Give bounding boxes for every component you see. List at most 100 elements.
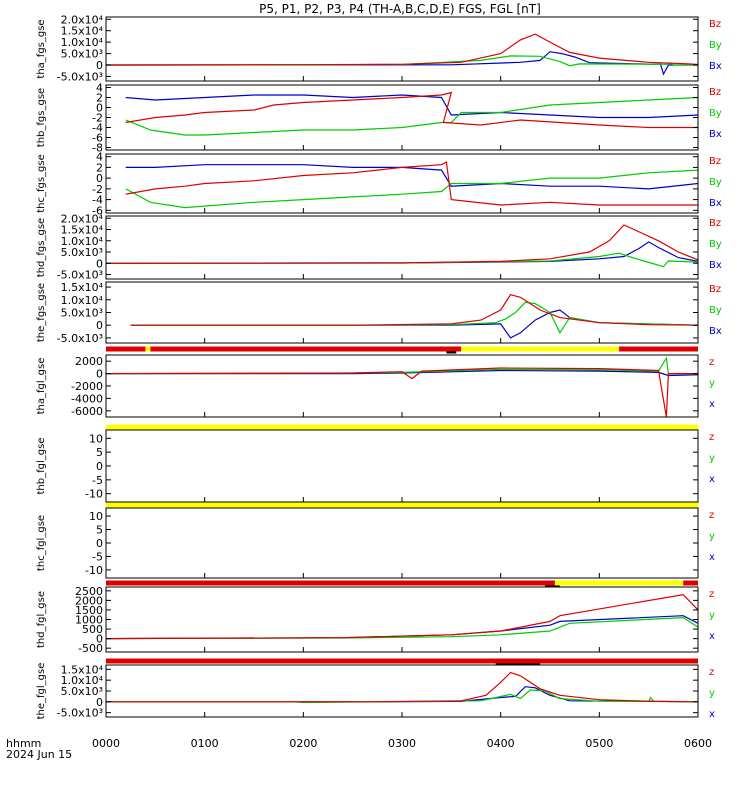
y-tick-label: 2500 — [75, 585, 103, 598]
y-tick-label: -6 — [92, 132, 103, 145]
y-tick-label: -5.0x10³ — [57, 269, 103, 282]
series-group — [130, 294, 698, 339]
y-axis-label: thb_fgs_gse — [36, 88, 47, 147]
y-tick-label: 10 — [89, 510, 103, 523]
series-line-By — [130, 301, 698, 335]
panel-thb_fgs_gse: 420-2-4-6-8 thb_fgs_gse Bz By Bx — [36, 82, 722, 155]
legend-entry-y: y — [709, 610, 715, 621]
y-tick-label: 0 — [96, 257, 103, 270]
series-line-By — [125, 169, 698, 209]
y-tick-label: -6000 — [71, 405, 103, 418]
y-tick-label: 0 — [96, 59, 103, 72]
panels-group: 2.0x10⁴1.5x10⁴1.0x10⁴5.0x10³0-5.0x10³tha… — [36, 13, 722, 720]
legend-entry-Bx: Bx — [709, 61, 722, 72]
legend-entry-x: x — [709, 552, 715, 563]
legend-entry-Bz: Bz — [709, 87, 721, 98]
series-line-Bz — [130, 294, 698, 326]
legend-entry-y: y — [709, 453, 715, 464]
legend-entry-Bx: Bx — [709, 129, 722, 140]
y-axis-label: thb_fgl_gse — [36, 438, 47, 495]
y-tick-label: -5 — [92, 550, 103, 563]
series-line-Bz — [125, 91, 698, 129]
y-tick-label: 4 — [96, 82, 103, 95]
legend-entry-z: z — [709, 510, 714, 521]
y-tick-label: 2.0x10⁴ — [61, 13, 104, 26]
y-tick-label: 1000 — [75, 614, 103, 627]
y-tick-label: 5 — [96, 446, 103, 459]
y-axis-label: the_fgs_gse — [36, 283, 47, 342]
y-tick-label: 4 — [96, 151, 103, 164]
status-segment — [106, 424, 698, 430]
y-tick-label: -5 — [92, 474, 103, 487]
y-tick-label: -2000 — [71, 380, 103, 393]
legend-entry-Bz: Bz — [709, 156, 721, 167]
status-segment — [145, 346, 151, 352]
series-group — [106, 224, 698, 268]
series-line-Bx — [106, 51, 698, 76]
series-group — [125, 161, 698, 209]
y-tick-label: 0 — [96, 460, 103, 473]
y-tick-label: 0 — [96, 368, 103, 381]
panel-thc_fgs_gse: 420-2-4-6 thc_fgs_gse Bz By Bx — [36, 151, 722, 218]
panel-frame — [105, 215, 699, 280]
legend-entry-z: z — [709, 432, 714, 443]
legend-entry-z: z — [709, 667, 714, 678]
y-tick-label: 1.0x10⁴ — [61, 674, 104, 687]
y-axis-label: tha_fgl_gse — [36, 358, 47, 415]
series-group — [106, 593, 698, 640]
legend-entry-By: By — [709, 108, 722, 119]
series-line-Bz — [106, 224, 698, 264]
y-tick-label: 5.0x10³ — [61, 685, 103, 698]
legend-entry-Bx: Bx — [709, 198, 722, 209]
y-tick-label: 1.5x10⁴ — [61, 224, 104, 237]
y-tick-label: 1500 — [75, 604, 103, 617]
series-line-Bx — [125, 164, 698, 190]
y-tick-label: 0 — [96, 537, 103, 550]
y-axis-label: thd_fgs_gse — [36, 218, 47, 277]
y-tick-label: -2 — [92, 183, 103, 196]
series-line-z — [106, 671, 698, 703]
y-tick-label: 2000 — [75, 594, 103, 607]
legend-entry-y: y — [709, 378, 715, 389]
legend-entry-By: By — [709, 177, 722, 188]
panel-frame — [105, 664, 699, 718]
y-tick-label: 1.5x10⁴ — [61, 281, 104, 294]
legend-entry-y: y — [709, 531, 715, 542]
series-line-By — [125, 96, 698, 136]
legend-entry-By: By — [709, 305, 722, 316]
y-tick-label: 2 — [96, 92, 103, 105]
y-tick-label: -6 — [92, 204, 103, 217]
y-tick-label: 1.5x10⁴ — [61, 663, 104, 676]
legend-entry-Bx: Bx — [709, 260, 722, 271]
status-mark — [545, 585, 560, 588]
panel-frame — [105, 16, 699, 82]
series-group — [106, 671, 698, 704]
legend-entry-y: y — [709, 688, 715, 699]
y-tick-label: 0 — [96, 172, 103, 185]
y-tick-label: -5.0x10³ — [57, 332, 103, 345]
y-tick-label: 2000 — [75, 355, 103, 368]
y-tick-label: 1.0x10⁴ — [61, 235, 104, 248]
series-line-Bx — [125, 94, 698, 119]
status-mark — [495, 663, 541, 666]
y-tick-label: -2 — [92, 112, 103, 125]
panel-frame — [105, 281, 699, 344]
panel-frame — [105, 507, 699, 579]
y-tick-label: -10 — [85, 564, 103, 577]
x-tick-label: 0000 — [92, 737, 120, 750]
y-tick-label: 1.0x10⁴ — [61, 294, 104, 307]
y-axis-label: thc_fgs_gse — [36, 154, 47, 213]
y-tick-label: -4000 — [71, 392, 103, 405]
legend-entry-By: By — [709, 239, 722, 250]
legend-entry-x: x — [709, 399, 715, 410]
series-line-z — [106, 367, 698, 417]
x-tick-label: 0600 — [684, 737, 712, 750]
status-mark — [446, 351, 457, 354]
y-tick-label: -5.0x10³ — [57, 70, 103, 83]
status-segment — [106, 502, 698, 508]
series-line-Bz — [125, 161, 698, 206]
